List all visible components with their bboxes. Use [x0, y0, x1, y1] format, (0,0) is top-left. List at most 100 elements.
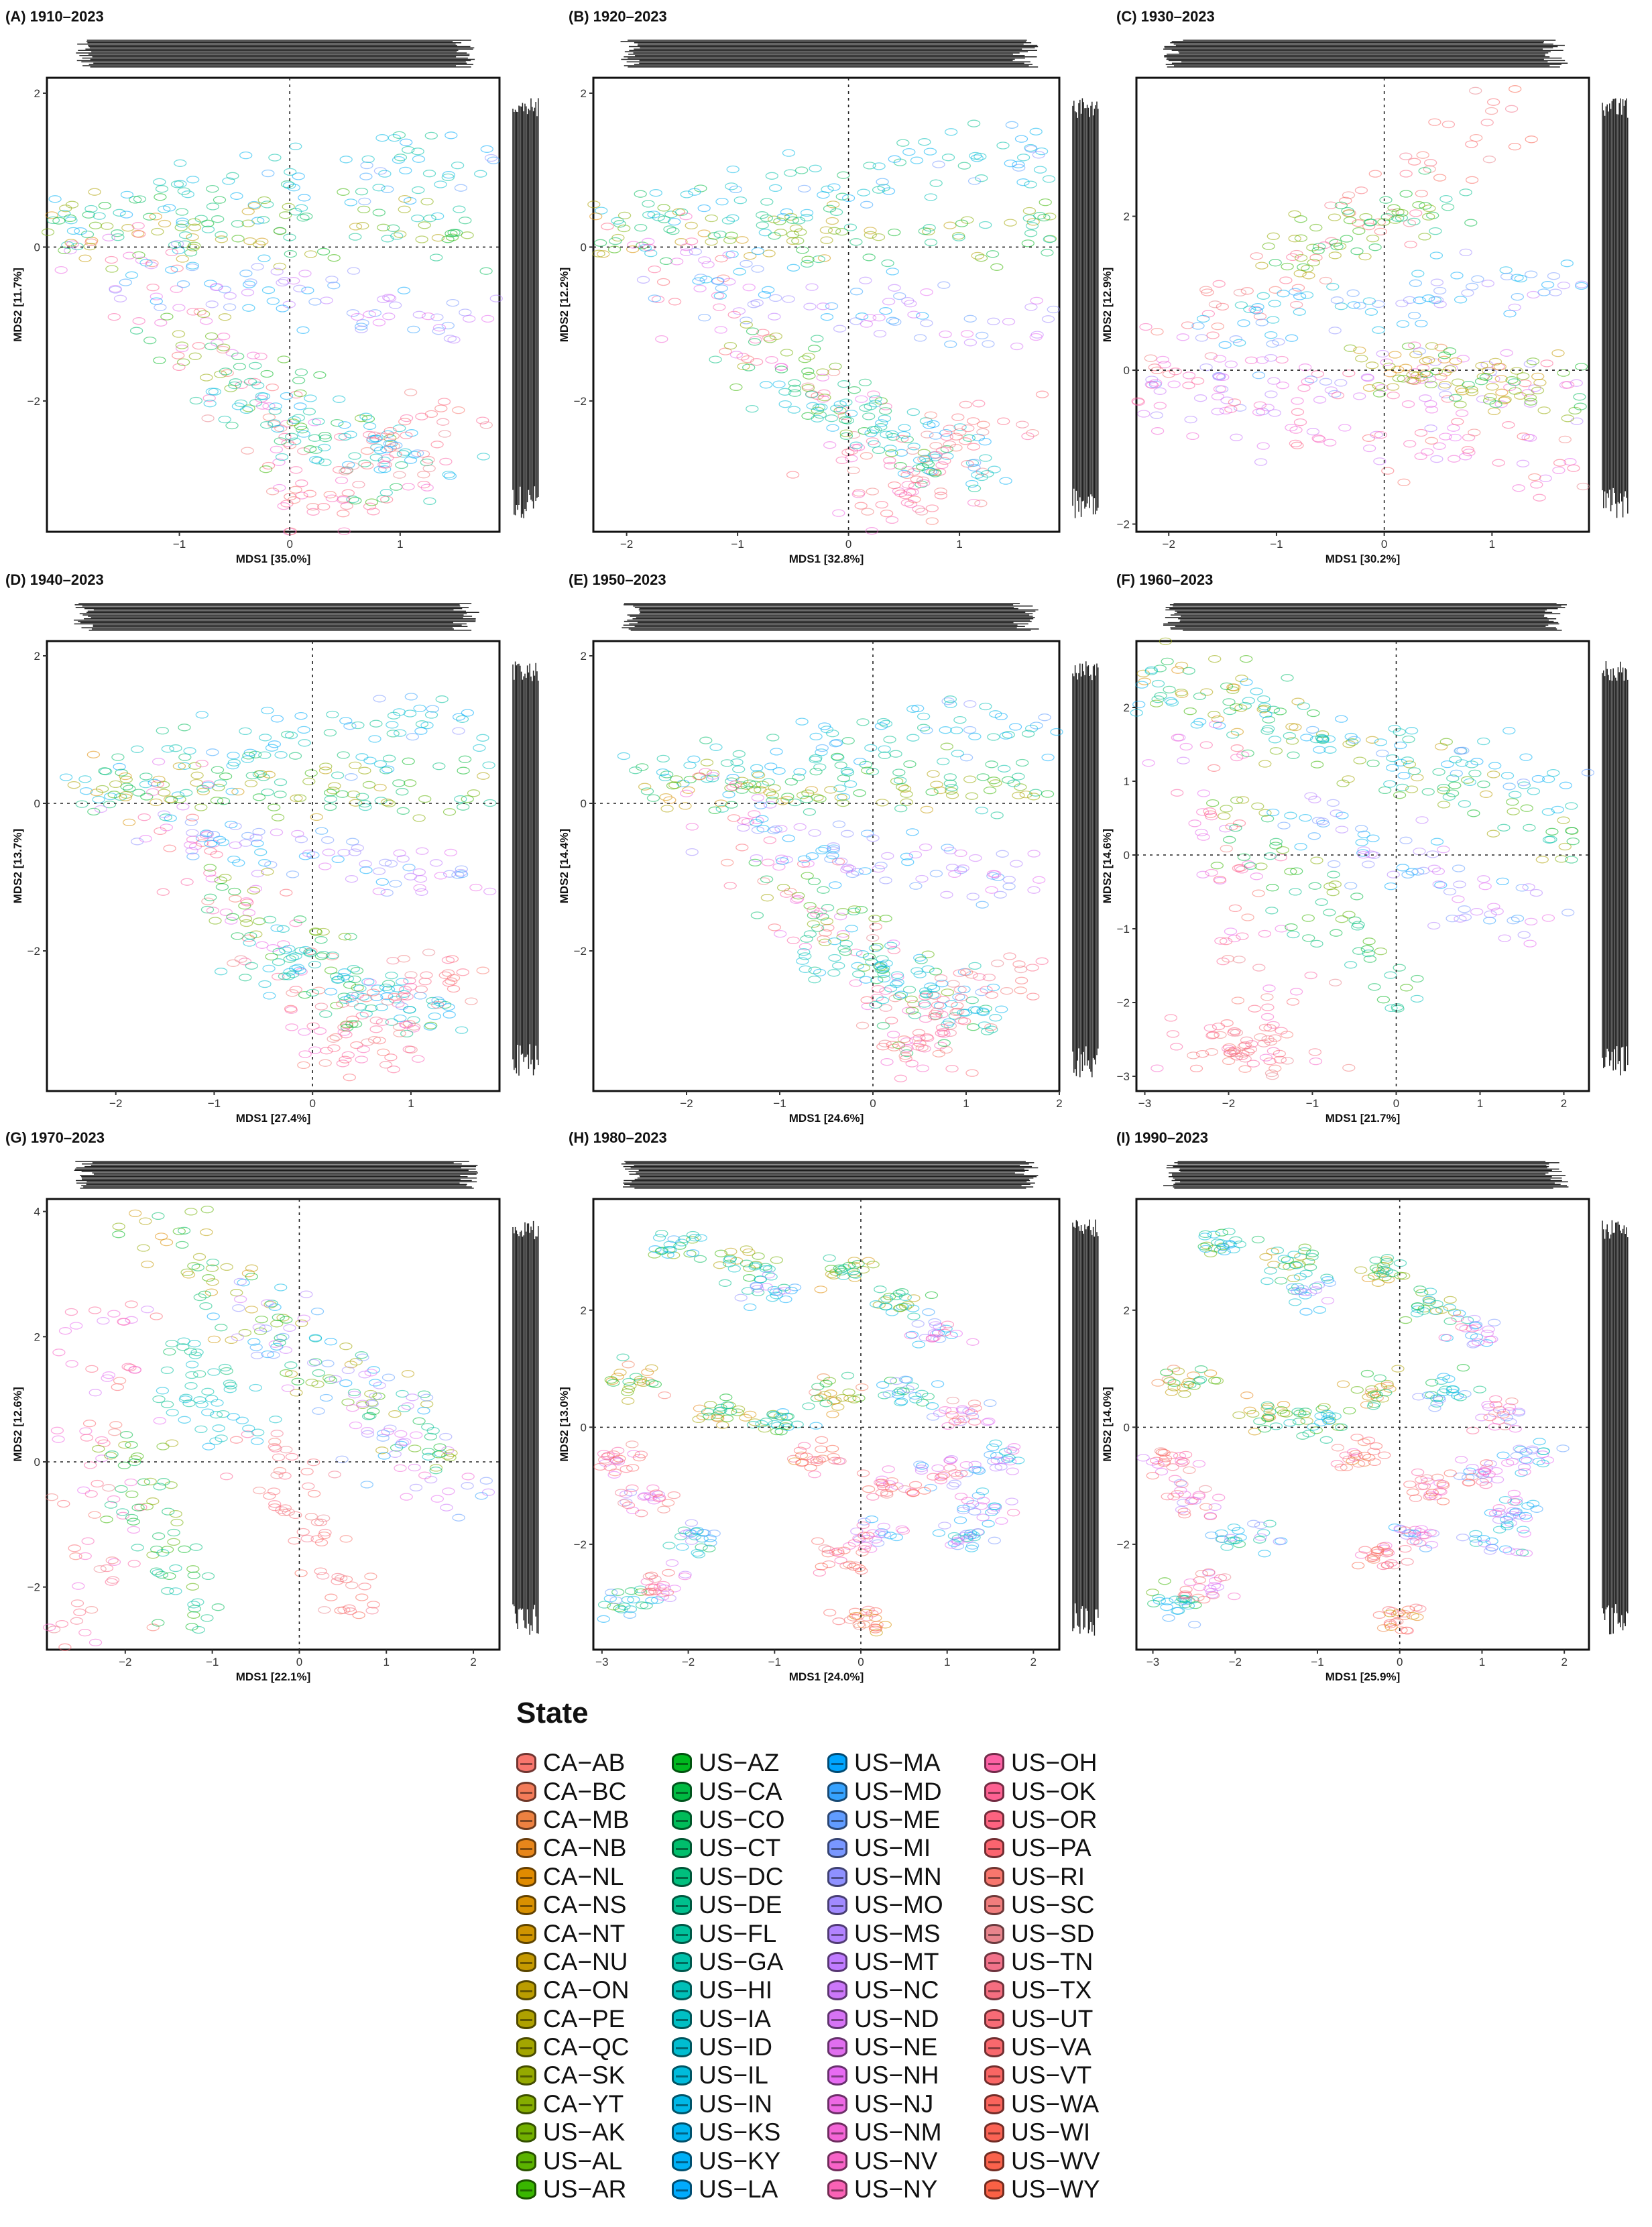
data-point	[1495, 388, 1509, 396]
data-point	[1050, 728, 1063, 736]
data-point	[206, 203, 220, 211]
data-point	[1208, 300, 1222, 308]
data-point	[1047, 305, 1060, 314]
data-point	[308, 434, 322, 442]
data-point	[279, 211, 292, 219]
data-point	[411, 449, 424, 457]
data-point	[86, 750, 101, 758]
data-point	[264, 860, 278, 869]
data-point	[732, 307, 746, 315]
data-point	[188, 352, 202, 360]
data-point	[1313, 396, 1327, 404]
data-point	[477, 772, 490, 780]
data-point	[204, 342, 218, 351]
data-point	[1005, 121, 1018, 129]
data-point	[139, 259, 153, 267]
data-point	[324, 988, 338, 996]
data-point	[1486, 98, 1500, 106]
data-point	[132, 251, 145, 260]
data-point	[463, 315, 476, 323]
data-point	[968, 459, 982, 467]
data-point	[113, 294, 127, 302]
data-point	[1509, 85, 1522, 93]
data-point	[1386, 383, 1400, 391]
data-point	[868, 400, 882, 408]
data-point	[954, 849, 967, 858]
data-point	[188, 223, 202, 231]
data-point	[729, 185, 743, 194]
x-axis-label: MDS1 [22.1%]	[236, 1670, 310, 1683]
data-point	[429, 859, 443, 867]
data-point	[1407, 217, 1421, 226]
data-point	[345, 875, 359, 883]
data-point	[269, 402, 282, 410]
data-point	[109, 286, 122, 294]
data-point	[380, 496, 394, 504]
data-point	[1360, 373, 1374, 382]
data-point	[205, 874, 219, 882]
data-point	[642, 243, 656, 251]
data-point	[827, 842, 840, 850]
data-point	[252, 793, 266, 801]
data-point	[186, 233, 199, 241]
data-point	[172, 304, 186, 312]
data-point	[381, 185, 394, 193]
data-point	[750, 764, 764, 772]
data-point	[938, 457, 951, 465]
data-point	[249, 398, 263, 407]
data-point	[833, 913, 847, 921]
data-point	[213, 196, 227, 204]
data-point	[278, 972, 292, 980]
data-point	[443, 335, 457, 343]
data-point	[1375, 384, 1389, 392]
data-point	[1041, 249, 1054, 257]
data-point	[1461, 289, 1474, 297]
data-point	[858, 378, 872, 387]
data-point	[274, 751, 288, 759]
data-point	[104, 792, 117, 801]
data-point	[793, 823, 807, 831]
data-point	[769, 332, 782, 341]
data-point	[156, 726, 169, 735]
data-point	[1368, 243, 1382, 251]
data-point	[826, 729, 839, 738]
data-point	[882, 298, 896, 306]
data-point	[1364, 308, 1378, 316]
data-point	[323, 728, 337, 737]
data-point	[979, 702, 992, 711]
data-point	[239, 727, 252, 736]
data-point	[1334, 379, 1348, 387]
data-point	[944, 340, 957, 348]
data-point	[1244, 356, 1258, 364]
data-point	[422, 464, 436, 473]
data-point	[1465, 386, 1478, 394]
data-point	[290, 794, 303, 802]
data-point	[967, 443, 980, 451]
data-point	[1430, 278, 1444, 286]
data-point	[952, 233, 965, 241]
data-point	[98, 202, 112, 210]
data-point	[1019, 790, 1032, 799]
data-point	[956, 864, 969, 872]
data-point	[1376, 349, 1389, 358]
data-point	[617, 752, 631, 760]
data-point	[670, 258, 684, 266]
data-point	[948, 870, 961, 878]
data-point	[125, 271, 139, 279]
data-point	[1574, 402, 1587, 410]
data-point	[1395, 299, 1409, 308]
data-point	[380, 798, 394, 807]
data-point	[1329, 239, 1342, 247]
data-point	[175, 341, 188, 349]
data-point	[363, 310, 376, 319]
data-point	[601, 223, 614, 231]
data-point	[607, 245, 622, 253]
data-point	[920, 726, 933, 734]
data-point	[751, 826, 765, 834]
data-point	[784, 169, 797, 177]
data-point	[382, 980, 396, 988]
data-point	[355, 187, 369, 196]
data-point	[1229, 335, 1243, 343]
x-tick-label: 0	[858, 1656, 864, 1668]
data-point	[380, 889, 394, 897]
